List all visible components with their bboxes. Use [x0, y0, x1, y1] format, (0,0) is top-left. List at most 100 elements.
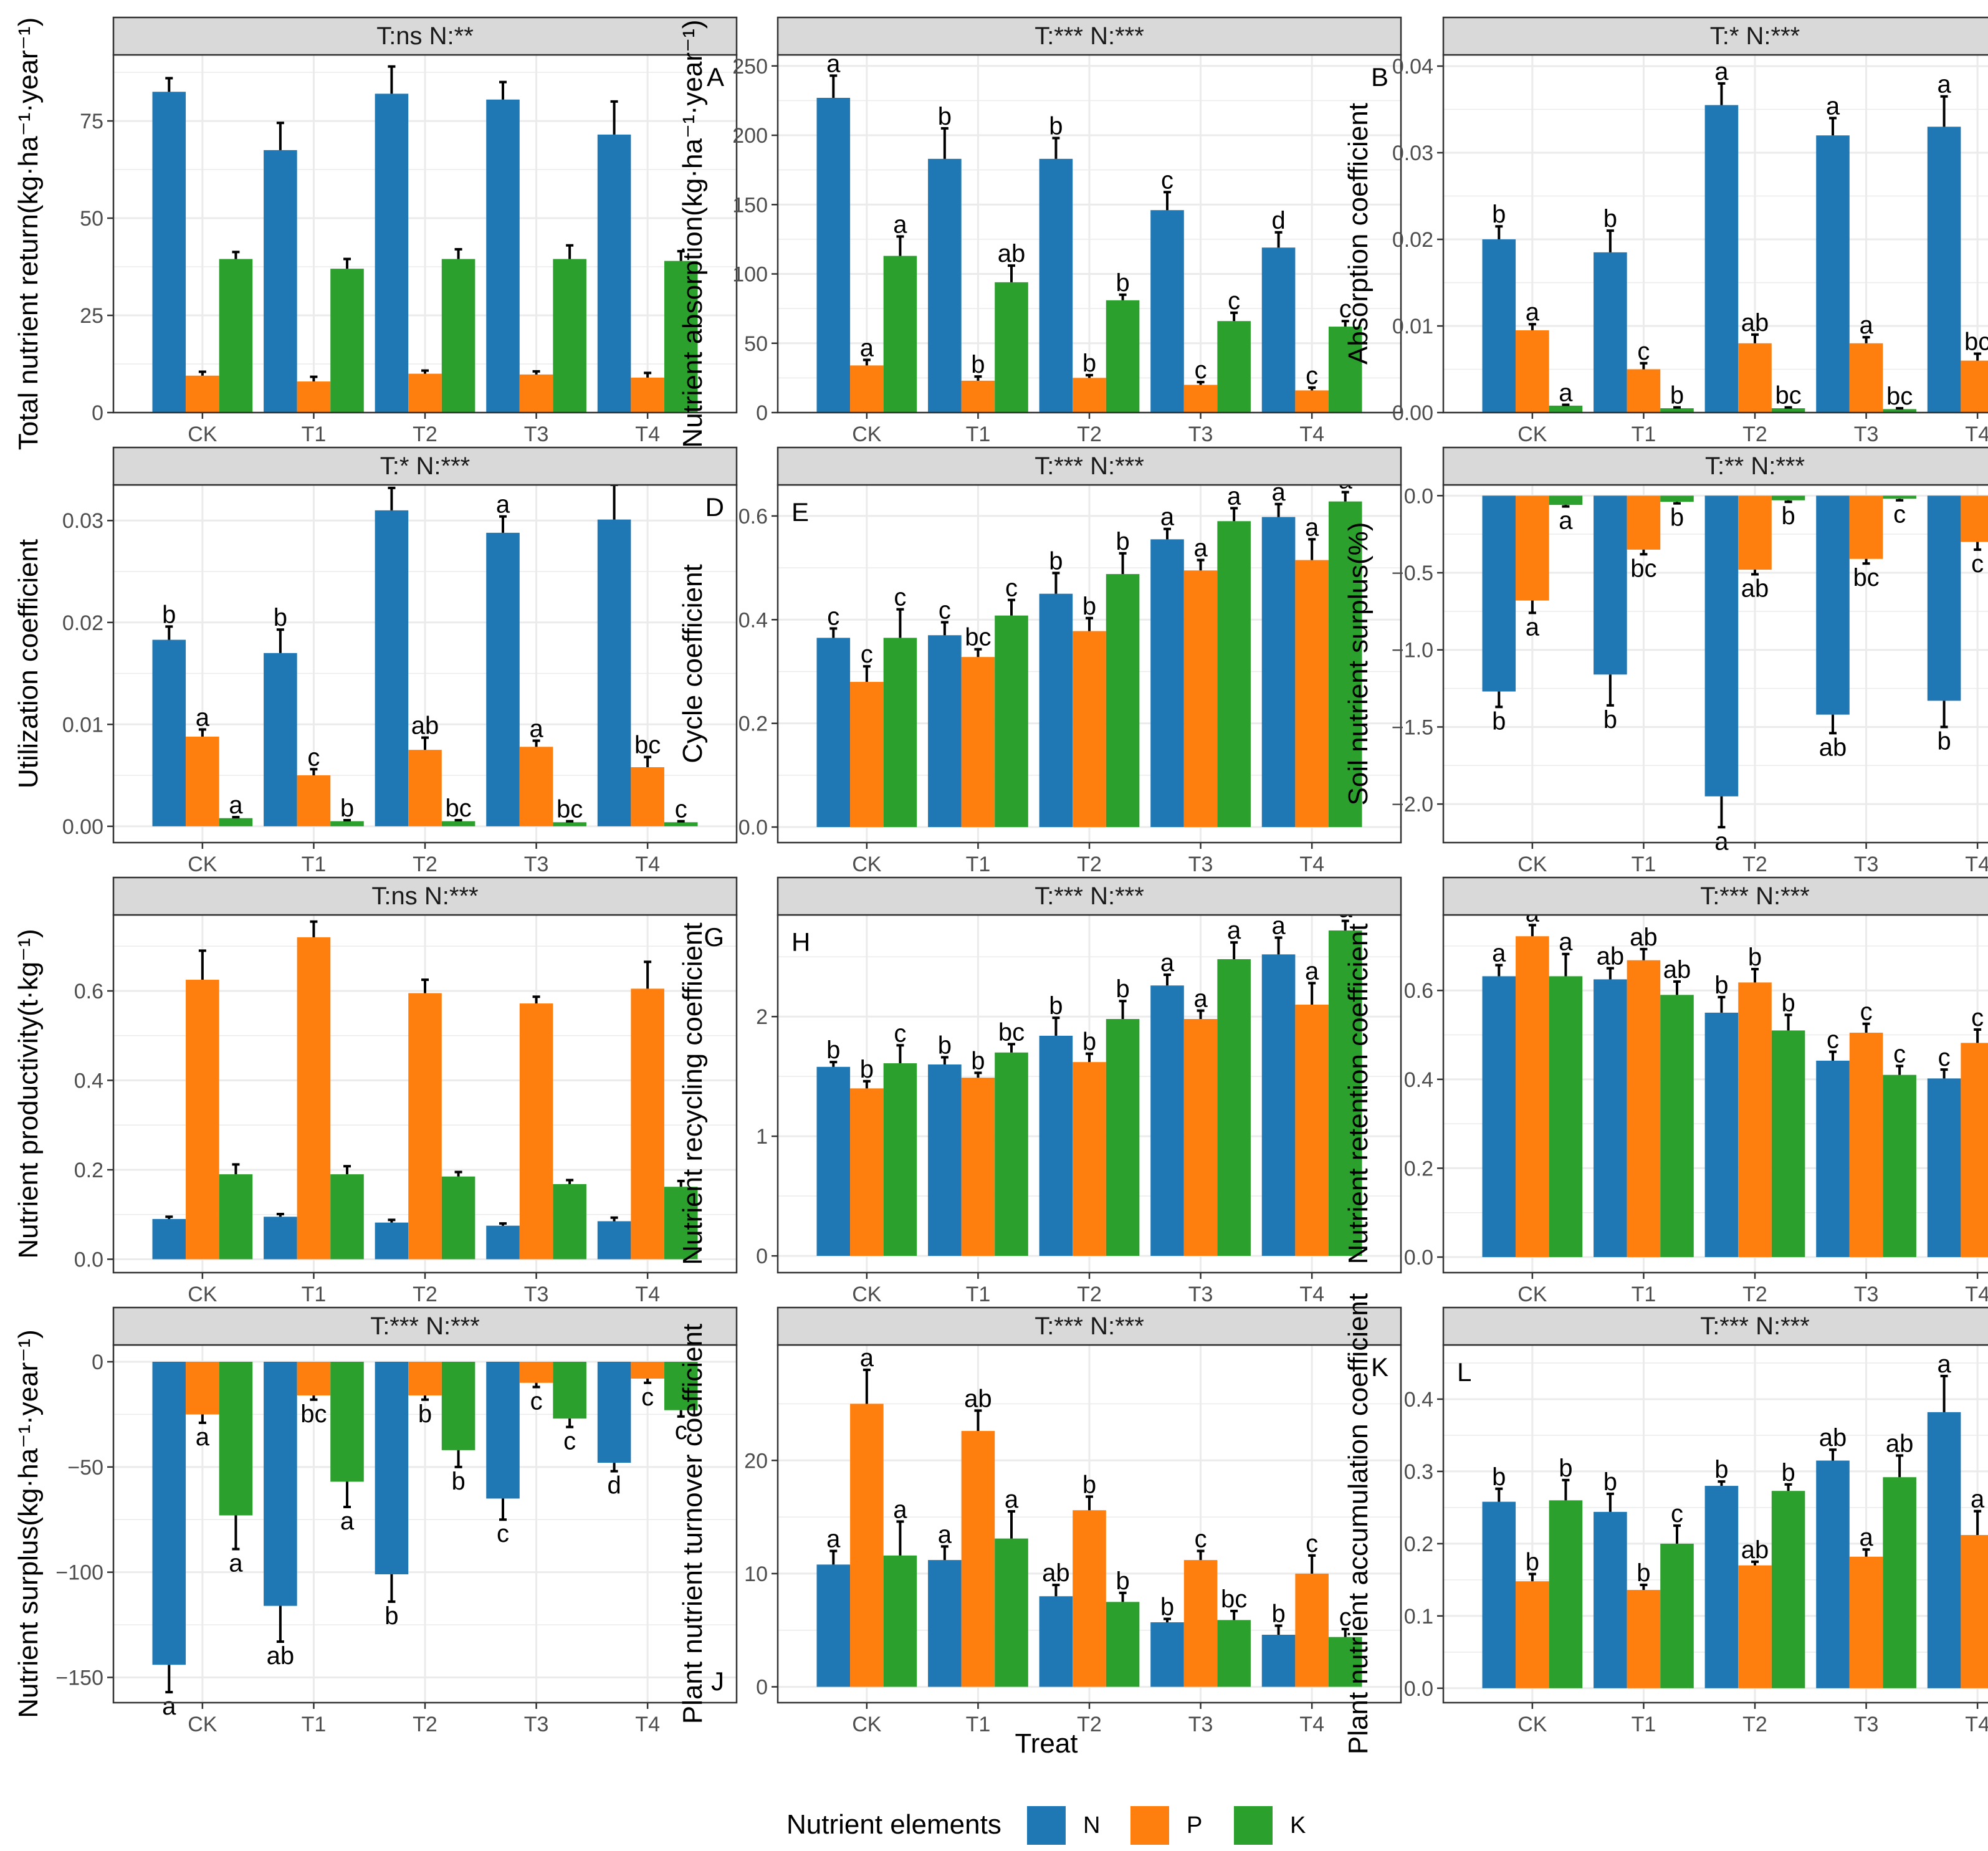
bar-k [1883, 1074, 1916, 1258]
bar-k [1106, 1602, 1140, 1687]
significance-label: a [1526, 613, 1540, 641]
y-tick-label: −150 [55, 1666, 103, 1690]
bar-n [928, 1560, 962, 1687]
bar-k [553, 822, 586, 826]
bar-n [1594, 979, 1627, 1258]
bar-p [1849, 1556, 1883, 1688]
significance-label: c [675, 1417, 687, 1445]
bar-n [1816, 1460, 1850, 1688]
significance-label: b [162, 601, 176, 628]
panel-strip-title: T:*** N:*** [1700, 882, 1810, 910]
y-tick-label: 0 [92, 1351, 103, 1374]
significance-label: bc [1964, 328, 1988, 355]
bar-k [1106, 300, 1140, 413]
bar-p [519, 1003, 553, 1260]
significance-label: b [826, 1036, 840, 1064]
y-axis-title-b: Nutrient absorption(kg·ha⁻¹·year⁻¹) [677, 19, 708, 447]
bar-k [1328, 327, 1362, 413]
panel-strip [777, 446, 1402, 486]
bar-k [441, 259, 475, 413]
legend-swatch-p [1130, 1806, 1169, 1845]
bar-p [186, 980, 219, 1260]
bar-k [1660, 495, 1694, 502]
bar-n [264, 150, 297, 413]
significance-label: a [1971, 1486, 1985, 1513]
bar-n [1816, 495, 1850, 715]
bar-p [1627, 960, 1661, 1258]
bar-n [816, 1066, 851, 1256]
significance-label: a [162, 1693, 176, 1720]
x-tick-label: T4 [1965, 853, 1988, 876]
significance-label: a [1227, 482, 1241, 510]
panel-tag-j: J [711, 1667, 724, 1696]
bar-k [883, 256, 917, 413]
x-tick-label: CK [852, 1283, 882, 1306]
bar-p [1627, 495, 1661, 550]
y-tick-label: 0.2 [1404, 1157, 1433, 1180]
y-tick-label: 0 [756, 1676, 768, 1700]
bar-n [1261, 1635, 1296, 1687]
bar-p [1738, 1565, 1772, 1688]
significance-label: b [1637, 1559, 1650, 1587]
significance-label: a [229, 1550, 243, 1577]
significance-label: c [861, 641, 873, 668]
bar-k [1217, 521, 1251, 828]
bar-n [264, 653, 297, 826]
significance-label: a [196, 704, 210, 731]
bar-p [631, 767, 664, 826]
y-tick-label: 0.00 [1392, 401, 1433, 425]
bar-n [1927, 127, 1961, 413]
x-tick-label: T1 [302, 423, 327, 446]
y-axis-title-h: Nutrient recycling coefficient [677, 922, 708, 1265]
bar-k [1549, 495, 1583, 505]
bar-k [330, 269, 364, 413]
x-tick-label: T2 [413, 853, 437, 876]
bar-k [441, 1362, 475, 1450]
x-tick-label: T1 [966, 1713, 991, 1736]
bar-n [1482, 495, 1516, 692]
bar-n [152, 1362, 186, 1665]
significance-label: ab [411, 712, 439, 740]
panel-a: 0 25 50 75 CK T1 T2 T3 T4 T:ns N:** A Total nutrien… [13, 16, 738, 450]
x-tick-label: T4 [1965, 423, 1988, 446]
bar-p [1627, 369, 1661, 413]
panel-strip [777, 876, 1402, 916]
bar-p [408, 373, 442, 413]
bar-k [441, 1176, 475, 1260]
significance-label: a [1193, 985, 1208, 1013]
x-tick-label: T3 [1188, 853, 1213, 876]
y-tick-label: 0 [756, 1245, 768, 1268]
y-tick-label: 10 [744, 1562, 768, 1586]
x-tick-label: T4 [635, 853, 660, 876]
significance-label: b [1116, 269, 1129, 297]
x-tick-label: T2 [1077, 1283, 1102, 1306]
x-tick-label: CK [188, 423, 217, 446]
significance-label: bc [965, 624, 991, 651]
significance-label: bc [557, 796, 583, 823]
legend-title: Nutrient elements [786, 1809, 1001, 1840]
bar-k [664, 1187, 698, 1260]
significance-label: b [1670, 382, 1684, 409]
bar-k [1883, 409, 1916, 413]
bar-p [1183, 385, 1218, 413]
significance-label: ab [1741, 309, 1769, 337]
y-axis-title-i: Nutrient retention coefficient [1343, 923, 1374, 1264]
significance-label: b [1082, 1028, 1096, 1056]
y-tick-label: 75 [80, 110, 103, 133]
significance-label: c [497, 1520, 509, 1547]
bar-n [486, 532, 520, 826]
y-tick-label: −100 [55, 1561, 103, 1585]
significance-label: ab [267, 1642, 295, 1670]
bar-p [631, 988, 664, 1260]
bar-k [1106, 574, 1140, 828]
panel-tag-b: B [1371, 62, 1388, 92]
bar-k [219, 818, 253, 826]
x-tick-label: T4 [1299, 423, 1324, 446]
x-tick-label: T4 [635, 1283, 660, 1306]
bar-n [1927, 1412, 1961, 1688]
y-tick-label: 0 [756, 401, 768, 425]
significance-label: c [1827, 1026, 1839, 1054]
x-tick-label: CK [852, 1713, 882, 1736]
significance-label: b [1781, 1459, 1795, 1486]
